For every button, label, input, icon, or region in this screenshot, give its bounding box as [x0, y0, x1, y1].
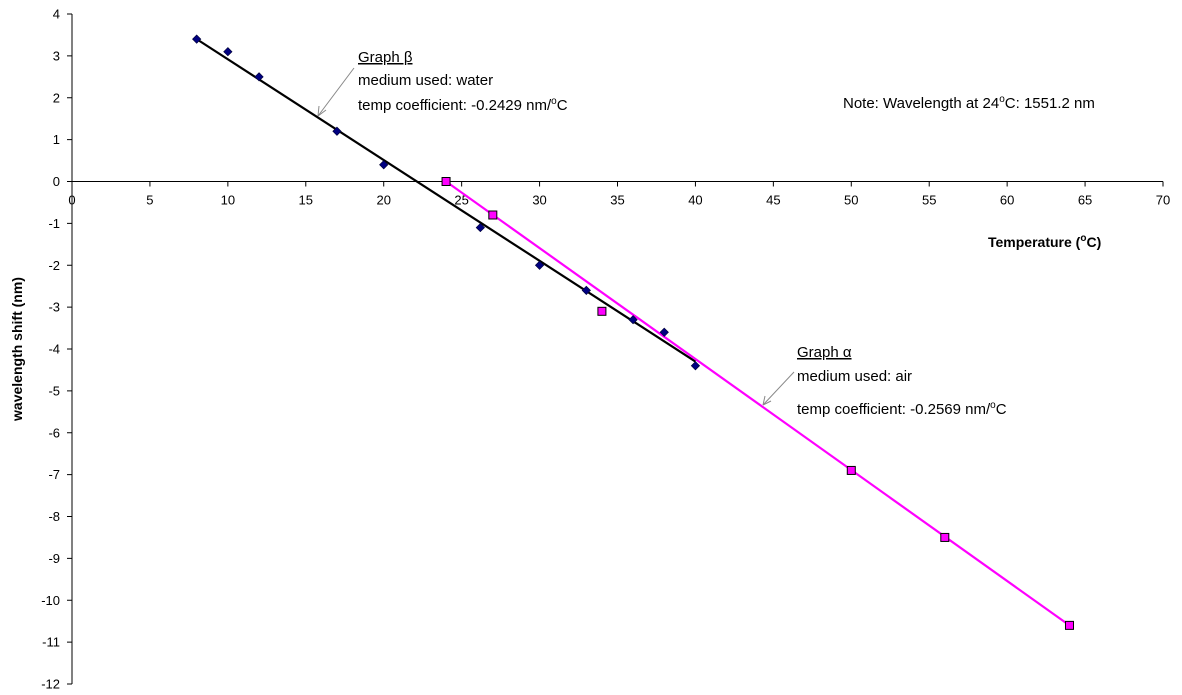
- graph-alpha-point: [441, 177, 451, 186]
- y-tick-label: -3: [48, 300, 60, 315]
- data-markers: [192, 34, 1074, 630]
- fit-lines: [196, 38, 1071, 627]
- y-tick-label: 1: [53, 132, 60, 147]
- y-axis-title: wavelength shift (nm): [9, 277, 25, 422]
- graph-beta-point: [475, 222, 485, 233]
- graph-alpha-point: [597, 306, 607, 316]
- graph-beta-point: [332, 126, 342, 136]
- x-tick-label: 35: [610, 193, 624, 208]
- y-tick-label: -11: [42, 635, 60, 650]
- graph-beta-medium: medium used: water: [358, 72, 493, 89]
- y-tick-label: 4: [53, 7, 60, 22]
- graph-beta-pointer: [317, 67, 355, 117]
- graph-alpha-point: [940, 532, 950, 542]
- y-tick-label: -12: [41, 677, 60, 692]
- x-tick-label: 20: [376, 193, 390, 208]
- graph-alpha-title: Graph α: [797, 344, 852, 361]
- graph-beta-title: Graph β: [358, 49, 413, 66]
- graph-beta-annotation: Graph β medium used: water temp coeffici…: [317, 49, 568, 117]
- x-axis-title: Temperature (oC): [988, 233, 1101, 250]
- graph-alpha-coefficient: temp coefficient: -0.2569 nm/oC: [797, 400, 1007, 418]
- graph-alpha-point: [1064, 620, 1074, 630]
- graph-beta-point: [659, 327, 669, 337]
- graph-alpha-medium: medium used: air: [797, 368, 912, 385]
- y-tick-label: -4: [48, 342, 60, 357]
- graph-beta-coefficient: temp coefficient: -0.2429 nm/oC: [358, 96, 568, 114]
- x-tick-label: 0: [68, 193, 75, 208]
- graph-alpha-trend-line: [445, 180, 1071, 627]
- graph-beta-arrowhead: [317, 105, 327, 117]
- graph-alpha-arrowhead: [762, 395, 772, 406]
- x-tick-label: 45: [766, 193, 780, 208]
- y-tick-label: -1: [48, 216, 60, 231]
- x-tick-label: 10: [221, 193, 235, 208]
- graph-beta-point: [223, 47, 233, 57]
- x-tick-label: 5: [146, 193, 153, 208]
- x-tick-label: 70: [1156, 193, 1170, 208]
- x-tick-label: 15: [299, 193, 313, 208]
- graph-alpha-point: [488, 210, 498, 220]
- y-tick-label: -9: [48, 551, 60, 566]
- graph-beta-point: [534, 260, 545, 270]
- x-tick-label: 50: [844, 193, 858, 208]
- graph-beta-point: [192, 34, 202, 44]
- graph-alpha-point: [846, 465, 856, 475]
- graph-beta-point: [254, 72, 264, 82]
- wavelength-note: Note: Wavelength at 24oC: 1551.2 nm: [843, 94, 1095, 112]
- graph-alpha-annotation: Graph α medium used: air temp coefficien…: [762, 344, 1007, 418]
- graph-beta-point: [690, 361, 701, 371]
- y-tick-label: -10: [41, 593, 60, 608]
- y-tick-label: -8: [48, 509, 60, 524]
- graph-beta-point: [581, 285, 591, 295]
- graph-alpha-pointer: [762, 371, 795, 406]
- y-tick-label: 3: [53, 48, 60, 63]
- x-tick-label: 65: [1078, 193, 1092, 208]
- y-tick-label: -5: [48, 383, 60, 398]
- y-tick-label: -7: [48, 467, 60, 482]
- y-tick-label: -2: [48, 258, 60, 273]
- x-tick-label: 40: [688, 193, 702, 208]
- x-tick-label: 25: [454, 193, 468, 208]
- x-tick-label: 30: [532, 193, 546, 208]
- y-tick-label: 2: [53, 90, 60, 105]
- graph-beta-point: [628, 315, 638, 325]
- x-tick-label: 60: [1000, 193, 1014, 208]
- x-tick-label: 55: [922, 193, 936, 208]
- graph-beta-trend-line: [196, 38, 697, 363]
- y-tick-label: -6: [48, 425, 60, 440]
- graph-beta-point: [379, 160, 389, 170]
- y-tick-label: 0: [53, 174, 60, 189]
